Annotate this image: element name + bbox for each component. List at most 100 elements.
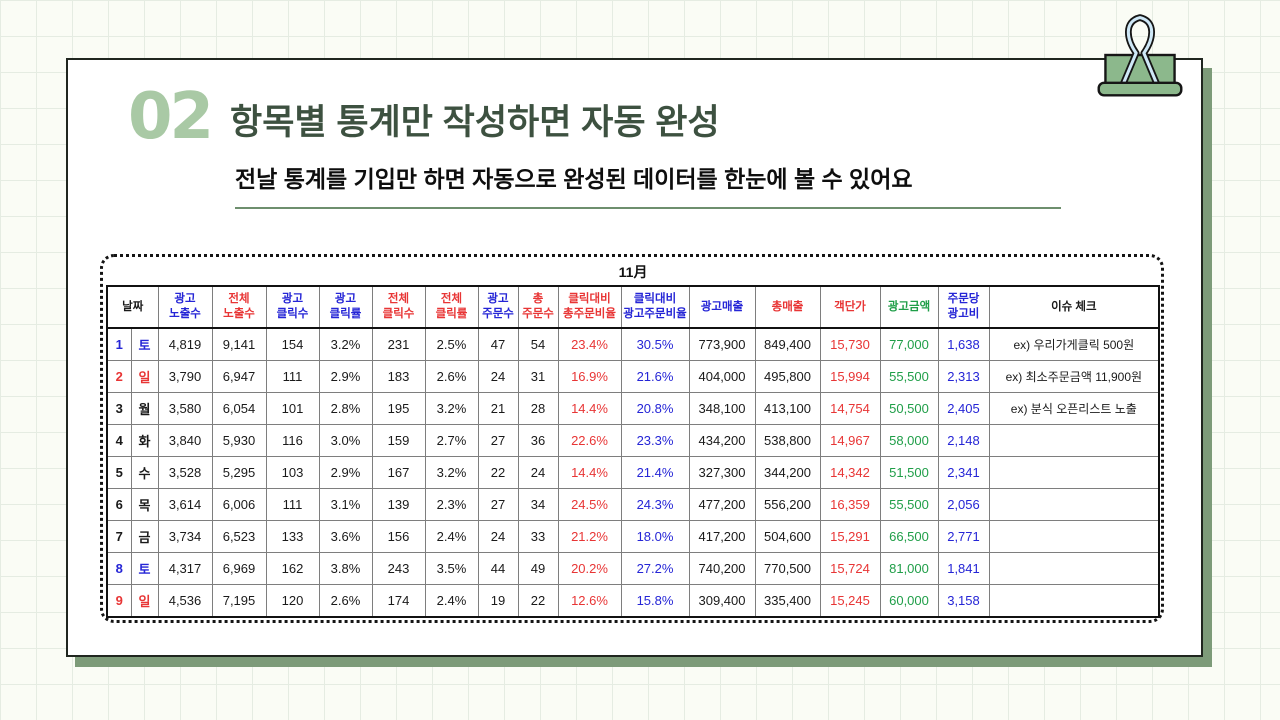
value-cell: 4,536	[157, 584, 213, 618]
value-cell: 2,056	[937, 488, 990, 521]
issue-cell	[988, 456, 1161, 489]
value-cell: 15,291	[819, 520, 881, 553]
value-cell: 24	[477, 360, 519, 393]
day-cell: 일	[130, 584, 159, 618]
day-cell: 토	[130, 327, 159, 361]
table-row: 8 토 4,317 6,969 162 3.8% 243 3.5% 44 49 20.2% 27.2%…	[106, 552, 1161, 585]
value-cell: 20.8%	[620, 392, 690, 425]
value-cell: 14,342	[819, 456, 881, 489]
value-cell: 1,638	[937, 327, 990, 361]
column-header-9: 클릭대비 총주문비율	[557, 285, 622, 329]
value-cell: 54	[517, 327, 559, 361]
value-cell: 20.2%	[557, 552, 622, 585]
value-cell: 477,200	[688, 488, 756, 521]
day-cell: 금	[130, 520, 159, 553]
value-cell: 5,930	[211, 424, 267, 457]
column-header-3: 광고 클릭수	[265, 285, 320, 329]
issue-cell	[988, 552, 1161, 585]
value-cell: 22.6%	[557, 424, 622, 457]
value-cell: 5,295	[211, 456, 267, 489]
value-cell: 309,400	[688, 584, 756, 618]
table-row: 3 월 3,580 6,054 101 2.8% 195 3.2% 21 28 14.4% 20.8%…	[106, 392, 1161, 425]
value-cell: 3,158	[937, 584, 990, 618]
value-cell: 538,800	[754, 424, 821, 457]
binder-clip-icon	[1097, 14, 1183, 97]
value-cell: 55,500	[879, 360, 939, 393]
content-card: 02 항목별 통계만 작성하면 자동 완성 전날 통계를 기입만 하면 자동으로…	[66, 58, 1203, 657]
day-cell: 화	[130, 424, 159, 457]
issue-cell	[988, 584, 1161, 618]
issue-cell	[988, 520, 1161, 553]
value-cell: 243	[371, 552, 426, 585]
value-cell: 2,313	[937, 360, 990, 393]
value-cell: 162	[265, 552, 320, 585]
column-header-15: 주문당 광고비	[937, 285, 990, 329]
value-cell: 27	[477, 424, 519, 457]
column-header-2: 전체 노출수	[211, 285, 267, 329]
table-row: 5 수 3,528 5,295 103 2.9% 167 3.2% 22 24 14.4% 21.4%…	[106, 456, 1161, 489]
column-header-16: 이슈 체크	[988, 285, 1161, 329]
value-cell: 66,500	[879, 520, 939, 553]
column-header-7: 광고 주문수	[477, 285, 519, 329]
divider-line	[235, 207, 1061, 209]
value-cell: 6,947	[211, 360, 267, 393]
value-cell: 740,200	[688, 552, 756, 585]
page-title: 항목별 통계만 작성하면 자동 완성	[230, 103, 720, 142]
value-cell: 111	[265, 488, 320, 521]
column-header-4: 광고 클릭률	[318, 285, 373, 329]
table-row: 2 일 3,790 6,947 111 2.9% 183 2.6% 24 31 16.9% 21.6%…	[106, 360, 1161, 393]
value-cell: 231	[371, 327, 426, 361]
row-number: 6	[106, 488, 132, 521]
value-cell: 27	[477, 488, 519, 521]
value-cell: 2.7%	[424, 424, 479, 457]
value-cell: 21.2%	[557, 520, 622, 553]
value-cell: 16,359	[819, 488, 881, 521]
value-cell: 14.4%	[557, 392, 622, 425]
value-cell: 2.6%	[424, 360, 479, 393]
value-cell: 3.2%	[318, 327, 373, 361]
value-cell: 434,200	[688, 424, 756, 457]
column-header-10: 클릭대비 광고주문비율	[620, 285, 690, 329]
day-cell: 일	[130, 360, 159, 393]
value-cell: 4,819	[157, 327, 213, 361]
month-row: 11月	[107, 259, 1160, 287]
value-cell: 12.6%	[557, 584, 622, 618]
value-cell: 344,200	[754, 456, 821, 489]
table-row: 6 목 3,614 6,006 111 3.1% 139 2.3% 27 34 24.5% 24.3%…	[106, 488, 1161, 521]
value-cell: 183	[371, 360, 426, 393]
table-row: 4 화 3,840 5,930 116 3.0% 159 2.7% 27 36 22.6% 23.3%…	[106, 424, 1161, 457]
value-cell: 2,771	[937, 520, 990, 553]
value-cell: 6,054	[211, 392, 267, 425]
value-cell: 22	[517, 584, 559, 618]
column-header-1: 광고 노출수	[157, 285, 213, 329]
value-cell: 504,600	[754, 520, 821, 553]
value-cell: 139	[371, 488, 426, 521]
column-header-12: 총매출	[754, 285, 821, 329]
value-cell: 2.6%	[318, 584, 373, 618]
header-row: 날짜 광고 노출수 전체 노출수 광고 클릭수 광고 클릭률 전체 클릭수 전체 클릭률 광고 주문수 총 주문…	[106, 285, 1161, 329]
value-cell: 3.8%	[318, 552, 373, 585]
value-cell: 30.5%	[620, 327, 690, 361]
value-cell: 34	[517, 488, 559, 521]
value-cell: 2,405	[937, 392, 990, 425]
value-cell: 770,500	[754, 552, 821, 585]
day-cell: 토	[130, 552, 159, 585]
value-cell: 154	[265, 327, 320, 361]
value-cell: 3,790	[157, 360, 213, 393]
value-cell: 3,528	[157, 456, 213, 489]
issue-cell	[988, 424, 1161, 457]
value-cell: 14,967	[819, 424, 881, 457]
value-cell: 1,841	[937, 552, 990, 585]
value-cell: 21.4%	[620, 456, 690, 489]
value-cell: 47	[477, 327, 519, 361]
value-cell: 31	[517, 360, 559, 393]
page-subtitle: 전날 통계를 기입만 하면 자동으로 완성된 데이터를 한눈에 볼 수 있어요	[235, 166, 913, 192]
month-label: 11月	[107, 259, 1160, 287]
value-cell: 3.0%	[318, 424, 373, 457]
value-cell: 103	[265, 456, 320, 489]
value-cell: 3,614	[157, 488, 213, 521]
value-cell: 4,317	[157, 552, 213, 585]
value-cell: 33	[517, 520, 559, 553]
row-number: 2	[106, 360, 132, 393]
value-cell: 133	[265, 520, 320, 553]
